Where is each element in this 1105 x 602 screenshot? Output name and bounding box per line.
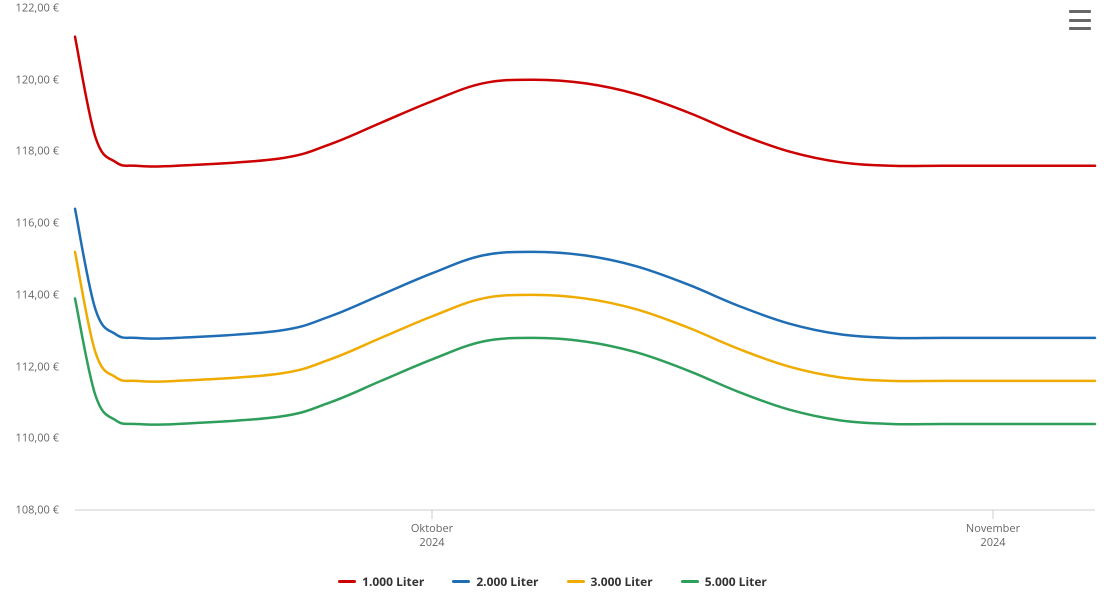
x-axis-tick-group: Oktober2024: [411, 522, 453, 550]
y-axis-label: 112,00 €: [4, 359, 59, 374]
y-axis-label: 110,00 €: [4, 431, 59, 446]
y-axis-label: 116,00 €: [4, 216, 59, 231]
legend-label: 1.000 Liter: [362, 573, 424, 590]
x-axis-tick-group: November2024: [966, 522, 1020, 550]
x-axis-month-label: November: [966, 522, 1020, 536]
legend-swatch: [338, 580, 356, 583]
y-axis-label: 120,00 €: [4, 72, 59, 87]
legend-item[interactable]: 1.000 Liter: [338, 573, 424, 590]
legend-label: 5.000 Liter: [705, 573, 767, 590]
y-axis-label: 122,00 €: [4, 1, 59, 16]
legend-item[interactable]: 2.000 Liter: [452, 573, 538, 590]
x-axis-month-label: Oktober: [411, 522, 453, 536]
chart-container: 108,00 € 110,00 € 112,00 € 114,00 € 116,00 €…: [0, 0, 1105, 602]
legend-label: 2.000 Liter: [476, 573, 538, 590]
y-axis-label: 108,00 €: [4, 503, 59, 518]
legend-swatch: [681, 580, 699, 583]
x-axis-year-label: 2024: [411, 536, 453, 550]
y-axis-label: 118,00 €: [4, 144, 59, 159]
legend-item[interactable]: 3.000 Liter: [567, 573, 653, 590]
legend-swatch: [567, 580, 585, 583]
x-axis-year-label: 2024: [966, 536, 1020, 550]
legend-item[interactable]: 5.000 Liter: [681, 573, 767, 590]
legend-label: 3.000 Liter: [591, 573, 653, 590]
series-line[interactable]: [75, 209, 1095, 339]
legend-swatch: [452, 580, 470, 583]
chart-legend: 1.000 Liter 2.000 Liter 3.000 Liter 5.000 L…: [0, 566, 1105, 590]
series-line[interactable]: [75, 37, 1095, 167]
y-axis-label: 114,00 €: [4, 287, 59, 302]
series-line[interactable]: [75, 298, 1095, 424]
chart-plot-svg: [0, 0, 1105, 560]
series-line[interactable]: [75, 252, 1095, 382]
